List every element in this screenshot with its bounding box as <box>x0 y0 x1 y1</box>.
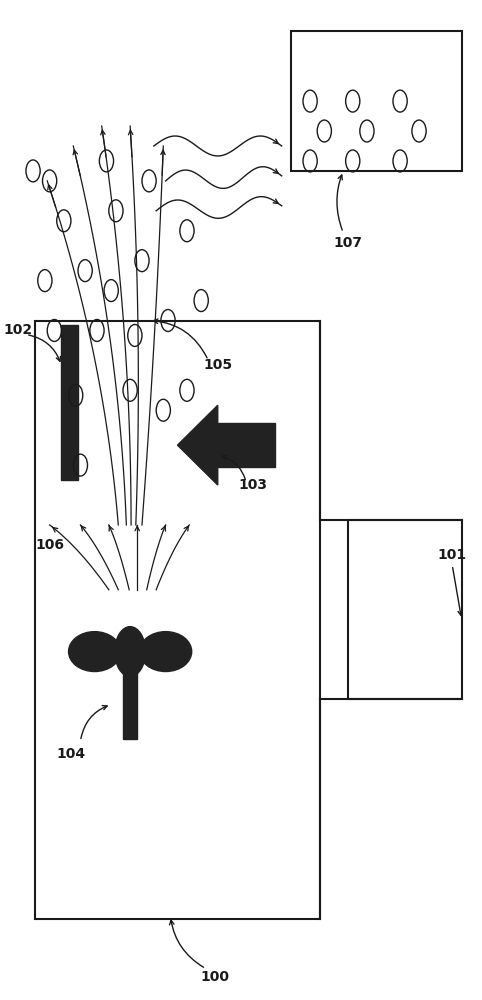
Bar <box>218 423 275 467</box>
Bar <box>35 321 320 919</box>
Ellipse shape <box>68 632 120 672</box>
Bar <box>348 520 462 699</box>
Text: 105: 105 <box>203 358 232 372</box>
Text: 106: 106 <box>35 538 64 552</box>
Text: 104: 104 <box>56 747 85 761</box>
Text: 102: 102 <box>4 323 33 337</box>
Text: 101: 101 <box>438 548 467 562</box>
Ellipse shape <box>115 627 146 677</box>
Text: 100: 100 <box>201 970 230 984</box>
Text: 103: 103 <box>239 478 268 492</box>
Text: 107: 107 <box>334 236 362 250</box>
Bar <box>61 325 78 480</box>
Bar <box>291 31 462 171</box>
Polygon shape <box>177 405 218 485</box>
Ellipse shape <box>140 632 192 672</box>
Bar <box>123 655 137 739</box>
